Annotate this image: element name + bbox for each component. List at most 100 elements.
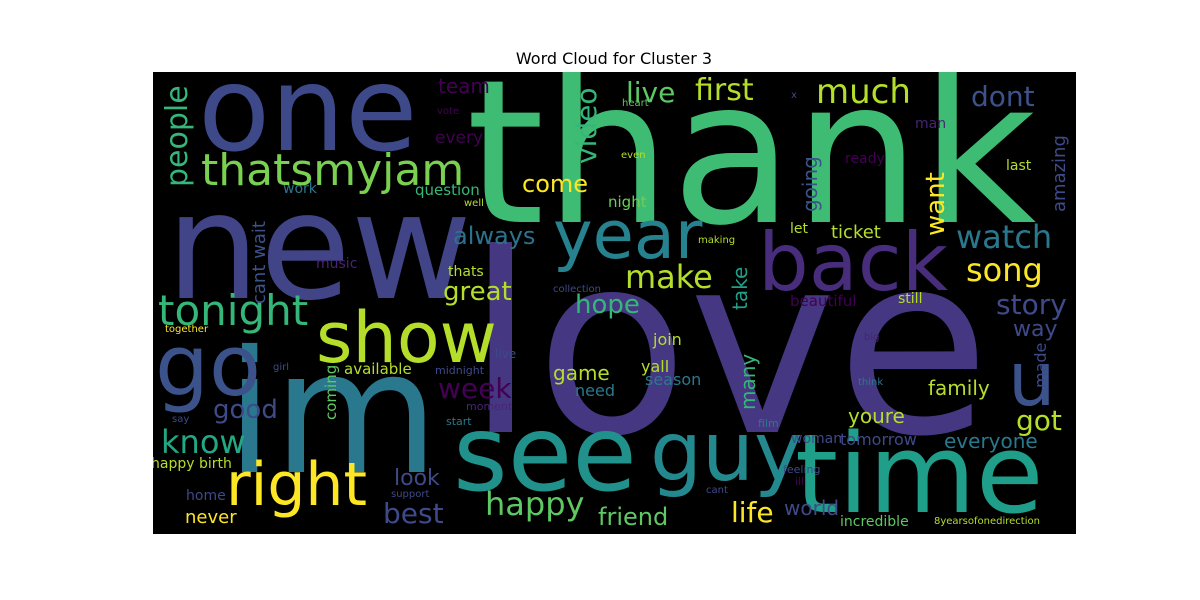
word: right: [226, 450, 367, 520]
word: made: [1031, 343, 1050, 388]
word: always: [453, 222, 535, 250]
word: dont: [971, 80, 1035, 113]
word: first: [695, 73, 754, 108]
word: family: [928, 376, 990, 400]
word: youre: [848, 404, 905, 428]
word: love: [466, 200, 990, 491]
word: song: [966, 251, 1043, 289]
word: great: [443, 277, 512, 307]
word: x: [791, 90, 797, 101]
word: beautiful: [790, 292, 856, 310]
word: girl: [273, 362, 289, 373]
word: man: [915, 116, 946, 132]
word: life: [731, 496, 774, 529]
word: even: [621, 150, 646, 161]
word: people: [160, 85, 195, 187]
word: make: [625, 258, 713, 296]
word: come: [522, 170, 588, 198]
word: yall: [641, 357, 669, 376]
word: many: [736, 354, 760, 410]
word: moment: [466, 400, 513, 413]
word: friend: [598, 503, 668, 531]
word: story: [996, 288, 1067, 321]
word: game: [553, 361, 610, 385]
word: u: [1008, 335, 1056, 423]
word: big: [864, 332, 879, 343]
word: ill: [795, 475, 804, 488]
word: work: [283, 181, 318, 197]
word: back: [758, 216, 949, 309]
word: team: [438, 74, 490, 98]
word: guy: [650, 405, 803, 500]
word: year: [553, 196, 703, 274]
word: look: [394, 466, 440, 491]
word: coming: [322, 365, 340, 420]
word: show: [316, 297, 497, 379]
word: thats: [448, 264, 484, 280]
word: midnight: [435, 364, 485, 377]
word: live: [626, 76, 675, 109]
word: collection: [553, 284, 601, 295]
word: see: [453, 393, 637, 515]
word: best: [383, 497, 444, 530]
word: happy: [485, 485, 584, 523]
word: cant: [706, 485, 728, 496]
word: night: [608, 193, 647, 211]
word: join: [652, 330, 682, 349]
word: go: [155, 317, 261, 416]
word: im: [226, 315, 439, 513]
word: together: [165, 324, 209, 335]
word: never: [185, 507, 237, 528]
word: know: [161, 423, 246, 461]
word: time: [795, 410, 1044, 538]
word: cant wait: [249, 221, 270, 304]
word: need: [575, 381, 615, 400]
word: hope: [575, 290, 640, 320]
cloud-background: [153, 72, 1076, 534]
word: thatsmyjam: [201, 145, 464, 196]
word: happy birth: [151, 456, 232, 472]
word: new: [166, 161, 472, 333]
word: home: [186, 488, 226, 504]
word: incredible: [840, 514, 909, 530]
word: start: [446, 415, 472, 428]
word: take: [728, 267, 752, 310]
word: ready: [845, 151, 885, 167]
chart-title: Word Cloud for Cluster 3: [516, 49, 712, 68]
word: going: [798, 156, 822, 212]
word: well: [464, 198, 484, 209]
word: feeling: [783, 463, 820, 476]
word: live: [495, 347, 516, 361]
word: vote: [437, 106, 459, 117]
word: everyone: [944, 429, 1038, 453]
word: tonight: [158, 286, 308, 335]
word: think: [858, 377, 883, 388]
word: got: [1016, 404, 1062, 437]
word: week: [438, 372, 512, 405]
word: say: [172, 414, 189, 425]
word: 8yearsofonedirection: [934, 516, 1040, 527]
word: question: [415, 181, 480, 199]
word: available: [344, 360, 412, 378]
word: watch: [956, 218, 1052, 256]
word: one: [198, 40, 418, 178]
word: making: [698, 235, 735, 246]
word: heart: [622, 98, 649, 109]
word: want: [921, 172, 951, 236]
word: way: [1013, 317, 1058, 342]
word: world: [784, 496, 839, 520]
word: last: [1006, 158, 1032, 174]
word: thank: [466, 37, 1036, 270]
word: video: [570, 88, 603, 164]
word: tomorrow: [840, 430, 917, 449]
word: amazing: [1049, 135, 1070, 212]
word: every: [435, 128, 483, 148]
word: film: [758, 417, 779, 430]
word: season: [645, 370, 701, 389]
word: ticket: [831, 222, 881, 243]
word: still: [898, 291, 922, 307]
word: support: [391, 489, 429, 500]
word: much: [816, 72, 911, 112]
